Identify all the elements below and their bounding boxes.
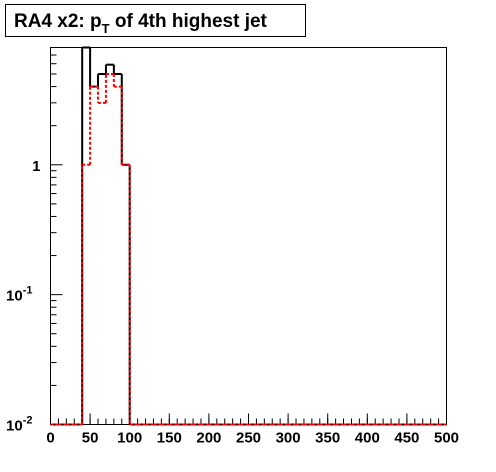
- x-tick-label: 500: [434, 430, 459, 447]
- title-text: RA4 x2: p: [14, 11, 102, 32]
- y-tick-base: 10: [6, 418, 23, 435]
- x-tick-label: 100: [117, 430, 142, 447]
- title-box: [5, 4, 306, 37]
- y-tick-label: 10-2: [6, 415, 32, 435]
- series: [50, 73, 447, 426]
- title-subscript: T: [102, 21, 110, 36]
- x-tick-label: 150: [157, 430, 182, 447]
- y-tick-base: 10: [6, 288, 23, 305]
- x-tick-label: 450: [394, 430, 419, 447]
- x-tick-label: 50: [82, 430, 99, 447]
- y-tick-label: 10-1: [6, 285, 32, 305]
- y-tick-label: 1: [32, 158, 40, 175]
- x-tick-label: 250: [236, 430, 261, 447]
- x-tick-label: 400: [355, 430, 380, 447]
- x-tick-label: 0: [46, 430, 54, 447]
- x-tick-label: 350: [315, 430, 340, 447]
- y-tick-exponent: -1: [23, 285, 33, 297]
- x-tick-label: 200: [196, 430, 221, 447]
- chart-title: RA4 x2: pT of 4th highest jet: [14, 11, 268, 36]
- x-tick-label: 300: [276, 430, 301, 447]
- title-rest: of 4th highest jet: [110, 11, 268, 32]
- y-tick-exponent: -2: [23, 415, 33, 427]
